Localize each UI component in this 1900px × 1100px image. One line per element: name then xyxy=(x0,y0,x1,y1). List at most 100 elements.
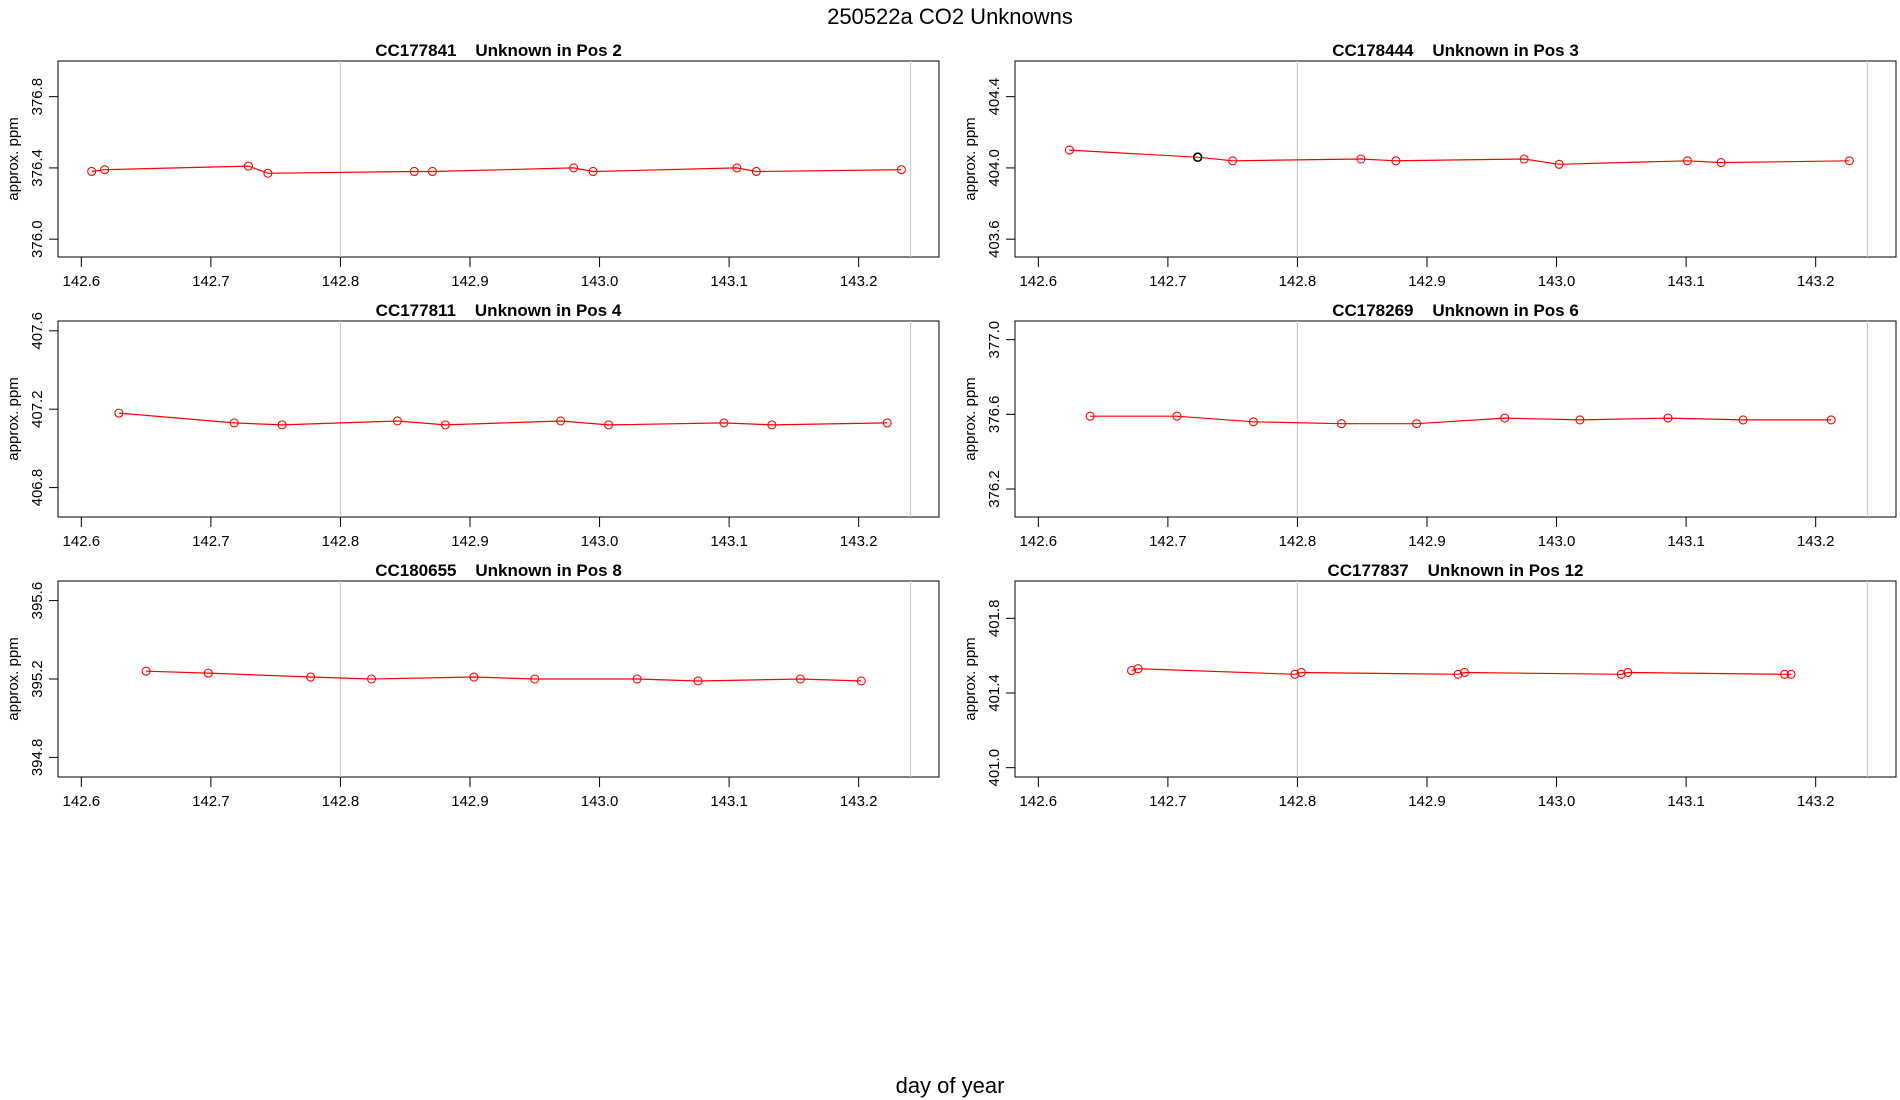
data-point xyxy=(1296,667,1306,678)
x-tick-label: 143.0 xyxy=(1538,533,1576,550)
x-tick-label: 143.1 xyxy=(1667,273,1705,290)
x-tick-label: 143.2 xyxy=(840,273,878,290)
x-tick-label: 143.0 xyxy=(581,533,619,550)
data-point xyxy=(767,420,777,430)
x-tick-label: 142.7 xyxy=(1149,793,1187,810)
x-tick-label: 143.2 xyxy=(1797,273,1835,290)
data-point xyxy=(1682,156,1692,166)
data-point xyxy=(556,416,566,426)
data-point xyxy=(409,166,419,177)
data-point xyxy=(856,676,866,686)
y-tick-label: 401.4 xyxy=(986,674,1003,712)
data-point xyxy=(1412,419,1422,429)
panel-title: CC177837 Unknown in Pos 12 xyxy=(1327,561,1583,580)
y-tick-label: 406.8 xyxy=(29,469,46,507)
data-point xyxy=(1391,156,1401,166)
plot-frame xyxy=(57,60,940,258)
panel-title: CC180655 Unknown in Pos 8 xyxy=(375,561,622,580)
y-tick-label: 395.6 xyxy=(29,582,46,620)
x-tick-label: 142.6 xyxy=(1020,533,1058,550)
data-point xyxy=(306,672,316,682)
x-tick-label: 142.9 xyxy=(451,533,489,550)
chart-panel-5: CC180655 Unknown in Pos 8 142.6 142.7 142.8… xyxy=(5,561,940,810)
y-axis-label: approx. ppm xyxy=(5,377,22,460)
highlighted-data-point xyxy=(1192,152,1203,163)
y-axis-label: approx. ppm xyxy=(962,117,979,200)
y-tick-label: 395.2 xyxy=(29,660,46,698)
panel-title: CC178444 Unknown in Pos 3 xyxy=(1332,41,1579,60)
data-point xyxy=(1519,154,1529,164)
data-point xyxy=(1623,667,1633,678)
data-point xyxy=(1716,158,1726,168)
x-tick-label: 143.2 xyxy=(1797,533,1835,550)
chart-panel-4: CC178269 Unknown in Pos 6 142.6 142.7 142.8… xyxy=(962,301,1897,550)
data-point xyxy=(1738,415,1748,425)
data-point xyxy=(569,163,579,173)
y-tick-label: 376.4 xyxy=(29,149,46,187)
data-point xyxy=(604,420,614,430)
y-tick-label: 401.0 xyxy=(986,749,1003,787)
x-tick-label: 142.8 xyxy=(322,533,360,550)
x-tick-label: 142.6 xyxy=(63,793,101,810)
x-tick-label: 143.0 xyxy=(581,793,619,810)
data-point xyxy=(1663,413,1673,423)
data-point xyxy=(1780,669,1790,679)
data-point xyxy=(1228,156,1238,166)
series-line xyxy=(1069,149,1850,165)
plot-frame xyxy=(1014,320,1897,518)
data-point xyxy=(1336,419,1347,429)
data-point xyxy=(693,676,703,686)
x-tick-label: 142.6 xyxy=(1020,793,1058,810)
data-point xyxy=(1844,156,1854,166)
x-tick-label: 143.1 xyxy=(1667,533,1705,550)
y-tick-label: 407.2 xyxy=(29,390,46,428)
series-line xyxy=(91,165,902,174)
y-tick-label: 394.8 xyxy=(29,739,46,777)
y-tick-label: 407.6 xyxy=(29,312,46,350)
data-point xyxy=(1064,145,1074,155)
x-tick-label: 142.9 xyxy=(1408,793,1446,810)
panel-title: CC178269 Unknown in Pos 6 xyxy=(1332,301,1579,320)
x-tick-label: 143.0 xyxy=(1538,273,1576,290)
x-tick-label: 142.8 xyxy=(322,273,360,290)
data-point xyxy=(1786,669,1796,679)
x-tick-label: 142.7 xyxy=(192,793,230,810)
x-tick-label: 142.9 xyxy=(451,793,489,810)
data-point xyxy=(588,166,598,177)
y-tick-label: 376.0 xyxy=(29,220,46,258)
data-point xyxy=(469,672,479,682)
x-tick-label: 143.1 xyxy=(710,273,748,290)
panel-title: CC177841 Unknown in Pos 2 xyxy=(375,41,622,60)
plot-frame xyxy=(1014,580,1897,778)
data-point xyxy=(632,674,642,684)
y-axis-label: approx. ppm xyxy=(5,637,22,720)
data-point xyxy=(229,418,239,428)
data-point xyxy=(100,165,110,175)
data-point xyxy=(1133,664,1143,674)
data-point xyxy=(719,418,729,428)
x-tick-label: 142.8 xyxy=(322,793,360,810)
data-point xyxy=(1248,417,1258,427)
data-point xyxy=(1085,411,1095,421)
data-point xyxy=(896,165,906,175)
x-tick-label: 143.1 xyxy=(710,533,748,550)
figure-title: 250522a CO2 Unknowns xyxy=(827,4,1073,29)
y-tick-label: 403.6 xyxy=(986,220,1003,258)
data-point xyxy=(1172,411,1182,421)
panel-title: CC177811 Unknown in Pos 4 xyxy=(376,301,622,320)
data-point xyxy=(1290,669,1300,679)
data-point xyxy=(751,166,761,177)
data-point xyxy=(795,674,805,684)
data-point xyxy=(427,166,437,177)
data-point xyxy=(1554,159,1564,169)
chart-panel-6: CC177837 Unknown in Pos 12 142.6 142.7 142.… xyxy=(962,561,1897,810)
x-tick-label: 142.7 xyxy=(1149,533,1187,550)
x-tick-label: 143.2 xyxy=(1797,793,1835,810)
data-point xyxy=(1453,669,1463,679)
x-tick-label: 142.7 xyxy=(192,273,230,290)
series-line xyxy=(118,412,888,426)
x-tick-label: 143.2 xyxy=(840,793,878,810)
panels-group: CC177841 Unknown in Pos 2 142.6 142.7 142.8… xyxy=(5,41,1897,810)
